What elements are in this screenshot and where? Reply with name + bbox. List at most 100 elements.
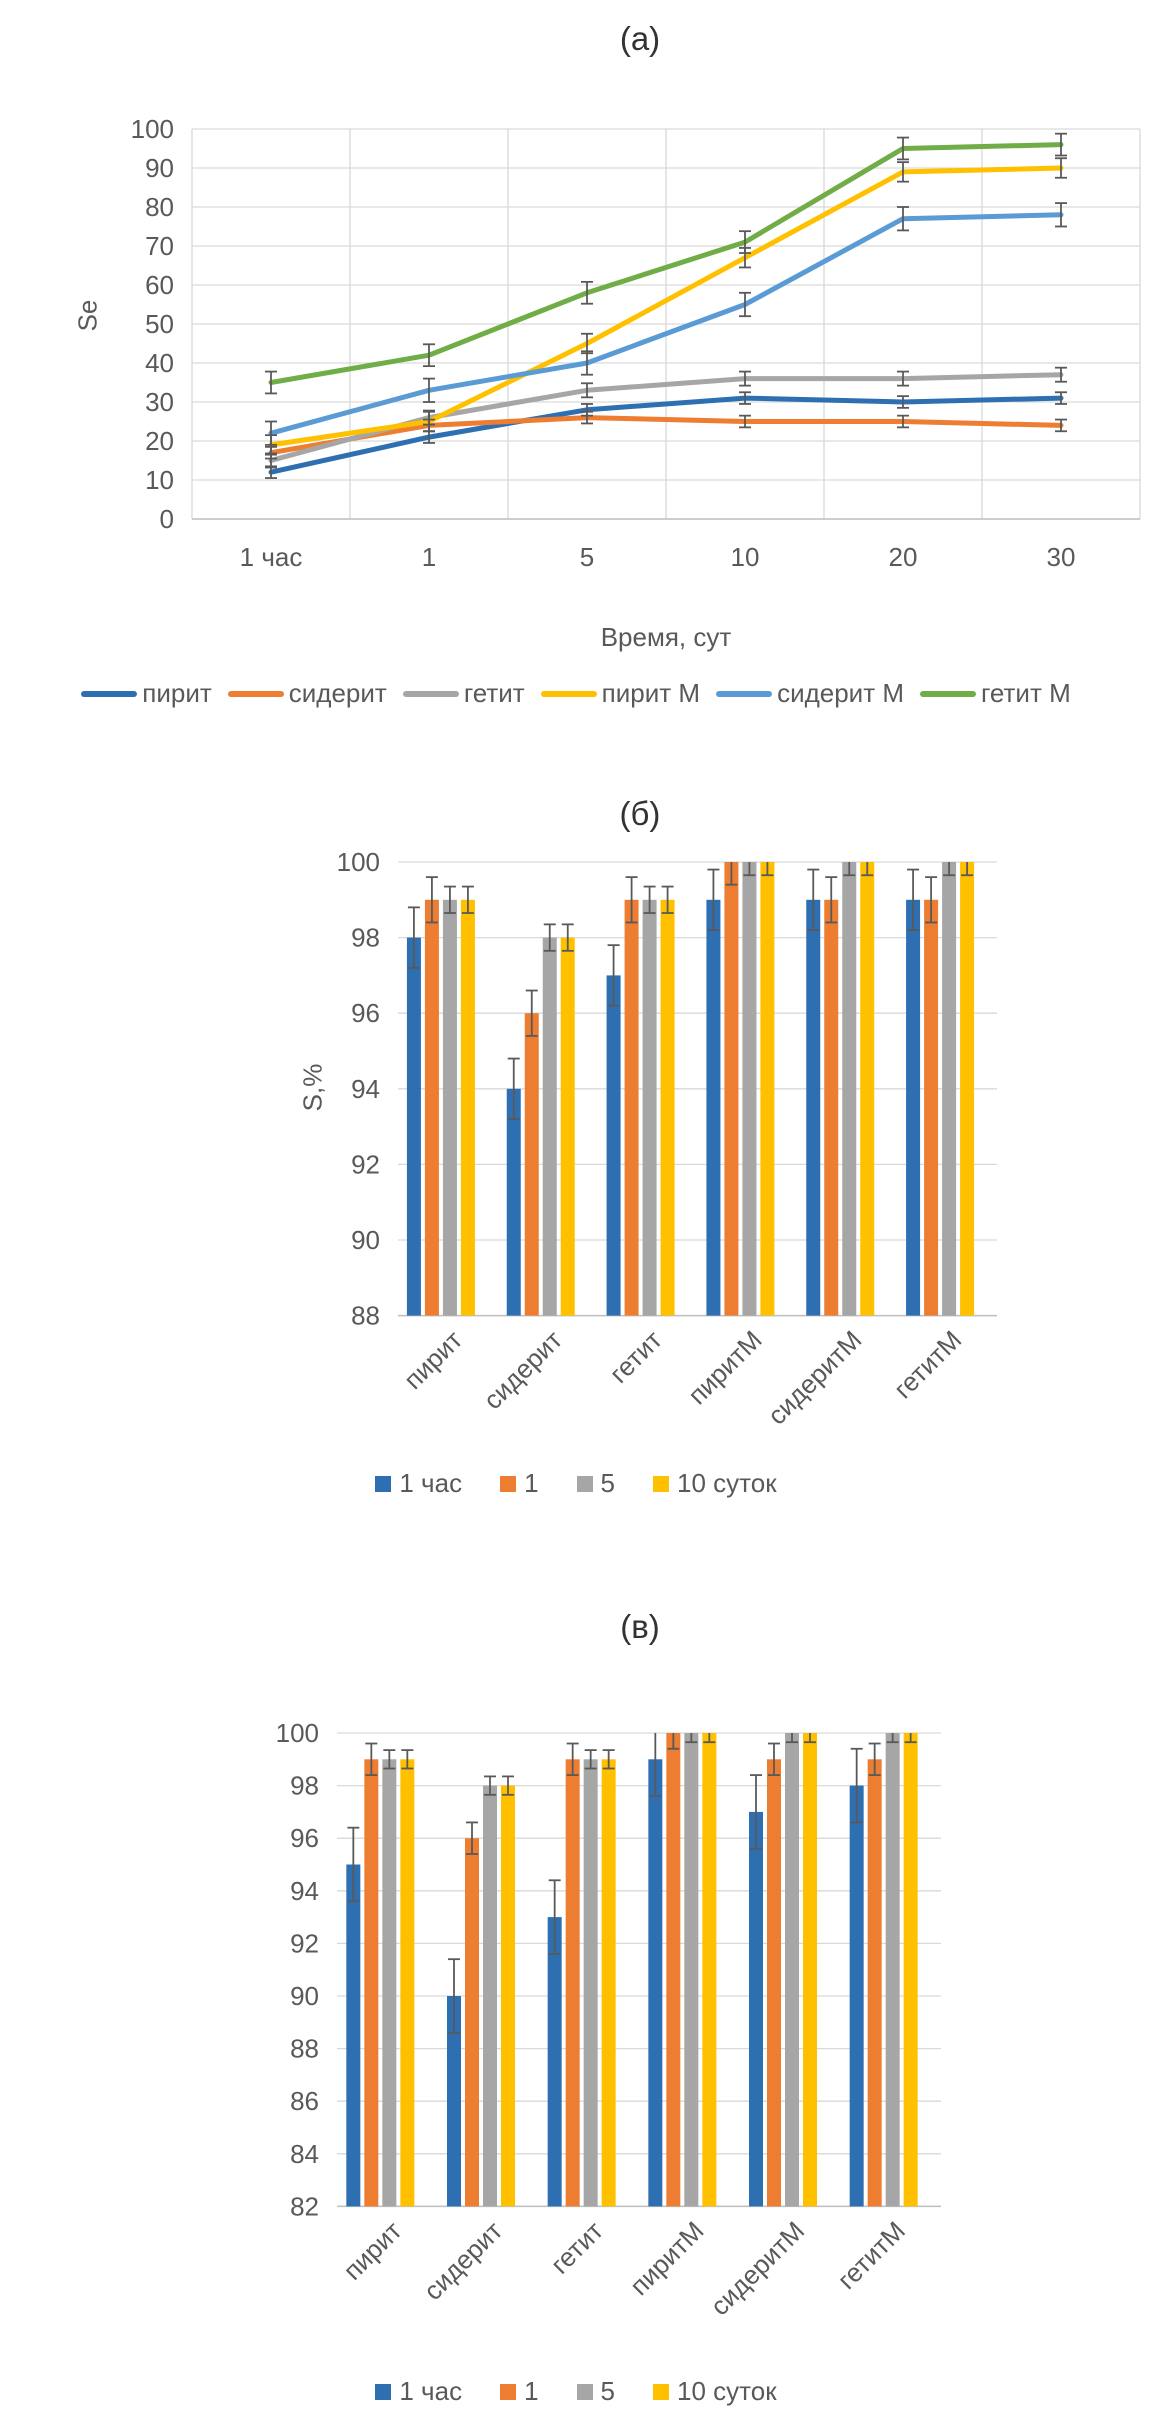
svg-text:гетит: гетит — [604, 1325, 668, 1389]
svg-text:1: 1 — [422, 542, 436, 572]
legend-item: гетит М — [920, 678, 1071, 709]
bar — [400, 1759, 415, 2207]
bar — [684, 1733, 699, 2207]
error-bar — [265, 370, 277, 395]
legend-label: 1 час — [399, 1468, 463, 1498]
svg-text:30: 30 — [145, 387, 174, 417]
y-tick-labels: 88 90 92 94 96 98 100 — [337, 847, 380, 1331]
bar — [560, 937, 575, 1316]
error-bar — [843, 862, 856, 877]
error-bar — [897, 370, 909, 387]
svg-text:84: 84 — [290, 2139, 319, 2169]
svg-text:92: 92 — [290, 1928, 319, 1958]
error-bar — [625, 876, 638, 924]
bar — [460, 899, 475, 1316]
error-bar — [566, 1742, 579, 1776]
error-bar — [897, 161, 909, 183]
bar — [742, 862, 757, 1316]
error-bar — [1055, 157, 1067, 179]
error-bars — [265, 132, 1067, 479]
svg-text:88: 88 — [351, 1301, 380, 1331]
error-bar — [943, 862, 956, 877]
legend-swatch — [500, 1475, 517, 1492]
bar — [442, 899, 457, 1316]
legend-item: 10 суток — [653, 2376, 777, 2407]
error-bar — [407, 906, 420, 969]
legend-swatch — [81, 690, 138, 697]
legend-swatch — [375, 1475, 392, 1492]
legend-label: 10 суток — [677, 2376, 777, 2406]
y-tick-labels: 82 84 86 88 90 92 94 96 98 100 — [276, 1718, 319, 2221]
svg-text:96: 96 — [290, 1823, 319, 1853]
legend-label: 1 — [524, 2376, 539, 2406]
error-bar — [581, 350, 593, 376]
svg-text:96: 96 — [351, 998, 380, 1028]
svg-text:80: 80 — [145, 192, 174, 222]
bar — [803, 1733, 817, 2207]
bar — [382, 1759, 397, 2207]
legend-swatch — [576, 1475, 593, 1492]
svg-text:88: 88 — [290, 2034, 319, 2064]
svg-text:сидерит: сидерит — [477, 1325, 568, 1416]
bar — [364, 1759, 379, 2207]
chart-b-legend: 1 час 1 5 10 суток — [0, 1468, 1152, 1499]
svg-text:60: 60 — [145, 270, 174, 300]
error-bar — [507, 1057, 520, 1120]
error-bar — [761, 862, 774, 877]
svg-text:82: 82 — [290, 2191, 319, 2221]
svg-text:20: 20 — [145, 426, 174, 456]
error-bar — [423, 377, 435, 403]
error-bar — [725, 862, 738, 886]
error-bar — [581, 410, 593, 425]
error-bar — [904, 1733, 917, 1744]
legend-item: 10 суток — [653, 1468, 777, 1499]
bar — [666, 1733, 681, 2207]
bar — [583, 1759, 598, 2207]
error-bar — [886, 1733, 899, 1744]
error-bar — [383, 1749, 396, 1770]
svg-text:сидерит: сидерит — [418, 2215, 509, 2306]
error-bar — [739, 291, 751, 318]
error-bar — [743, 862, 756, 877]
bar — [465, 1838, 479, 2207]
x-tick-labels: 1 час 1 5 10 20 30 — [240, 542, 1076, 572]
legend-label: 5 — [600, 2376, 616, 2406]
chart-v-legend: 1 час 1 5 10 суток — [0, 2376, 1152, 2407]
bar — [806, 899, 821, 1316]
legend-item: пирит — [81, 678, 212, 709]
bar — [906, 899, 921, 1316]
legend-label: сидерит — [288, 678, 387, 708]
bar — [624, 899, 639, 1316]
error-bar — [543, 923, 556, 952]
bar — [760, 862, 775, 1316]
error-bar — [786, 1733, 798, 1744]
error-bar — [584, 1749, 597, 1770]
error-bar — [461, 885, 474, 914]
chart-b-yaxis-title: S,% — [297, 1063, 328, 1112]
bar — [849, 1785, 864, 2207]
error-bar — [807, 868, 820, 931]
svg-text:пирит: пирит — [337, 2215, 407, 2285]
bar — [942, 862, 957, 1316]
chart-v-canvas: 82 84 86 88 90 92 94 96 98 100 пирит сидерит гетит пи… — [276, 1718, 941, 2321]
svg-text:86: 86 — [290, 2086, 319, 2116]
bar — [960, 862, 975, 1316]
legend-label: 5 — [600, 1468, 616, 1498]
error-bar — [739, 414, 751, 429]
error-bar — [897, 136, 909, 161]
error-bar — [365, 1742, 378, 1776]
bar — [642, 899, 657, 1316]
bar — [767, 1759, 781, 2207]
error-bar — [1055, 132, 1067, 157]
chart-a-canvas: 0 10 20 30 40 50 60 70 80 90 100 1 час 1 5 10 20 30 — [131, 114, 1141, 572]
bar — [606, 975, 621, 1316]
gridlines — [398, 861, 997, 1317]
bar — [860, 862, 875, 1316]
error-bar — [850, 1747, 863, 1824]
legend-swatch — [540, 690, 597, 697]
error-bar — [466, 1821, 478, 1855]
bar — [524, 1013, 539, 1316]
chart-v-title: (в) — [620, 1608, 660, 1645]
svg-text:гетитМ: гетитМ — [831, 2215, 911, 2295]
